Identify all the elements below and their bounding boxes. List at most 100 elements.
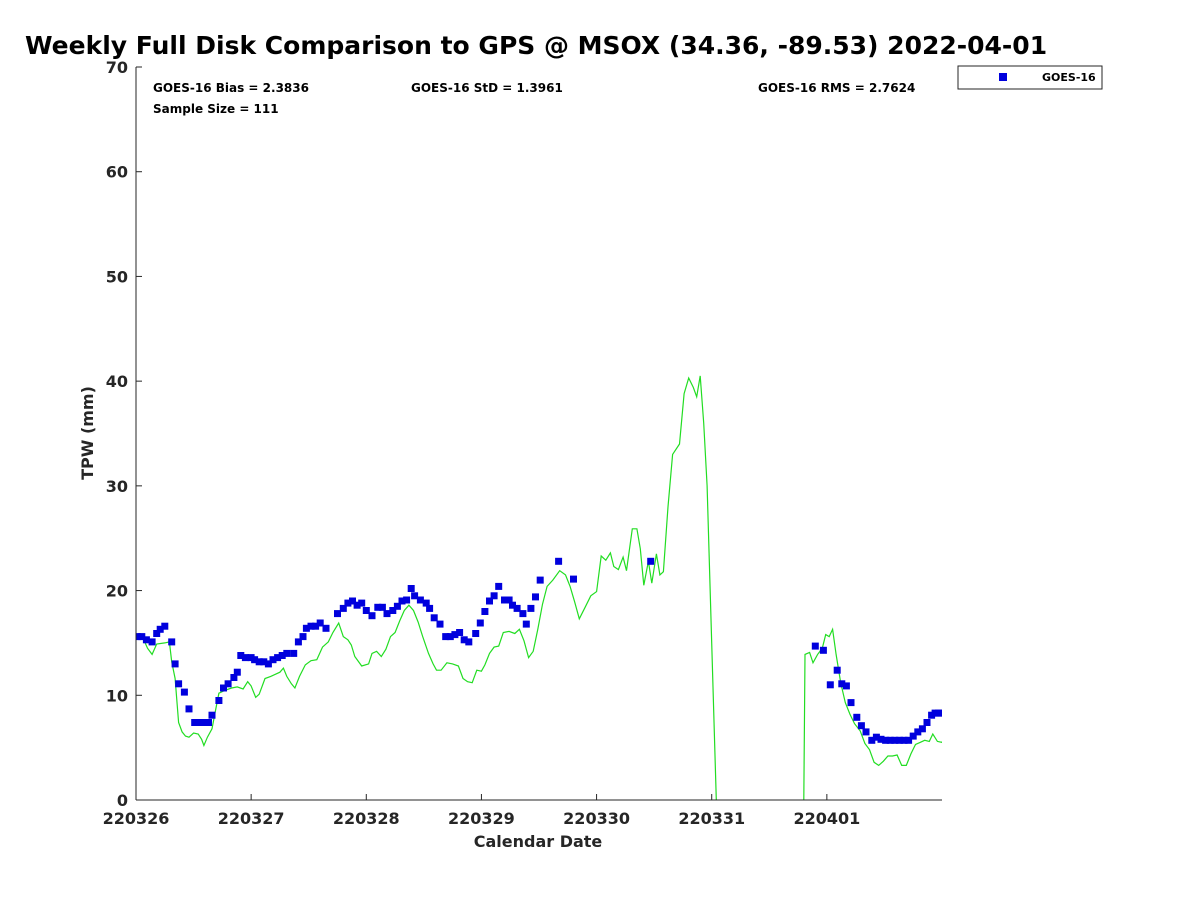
goes16-point [215, 697, 223, 704]
goes16-point [555, 557, 563, 565]
goes16-point [416, 596, 424, 604]
goes16-point [923, 719, 931, 726]
goes16-point [905, 736, 913, 744]
x-tick-label: 220401 [793, 809, 860, 828]
goes16-point [299, 633, 307, 641]
goes16-point [403, 596, 411, 604]
goes16-point [191, 719, 199, 726]
goes16-point [476, 619, 484, 627]
goes16-point [436, 620, 444, 628]
goes16-point [358, 599, 366, 607]
goes16-point [426, 604, 434, 612]
goes16-point [339, 604, 347, 612]
goes16-point [536, 576, 544, 584]
goes16-point [872, 733, 880, 741]
y-tick-label: 0 [117, 791, 128, 810]
goes16-point [900, 736, 908, 744]
goes16-point [138, 633, 146, 641]
x-tick-label: 220329 [448, 809, 515, 828]
goes16-point [868, 736, 876, 744]
goes16-point [148, 638, 156, 646]
goes16-point [205, 719, 212, 726]
goes16-point [278, 652, 286, 659]
gps-tpw-line [803, 627, 942, 800]
goes16-point [334, 610, 341, 618]
goes16-point [811, 642, 819, 650]
x-tick-label: 220328 [333, 809, 400, 828]
chart-title: Weekly Full Disk Comparison to GPS @ MSO… [25, 31, 1047, 60]
goes16-point [442, 633, 450, 641]
goes16-point [156, 625, 164, 633]
goes16-point [195, 719, 203, 726]
goes16-point [914, 728, 922, 736]
goes16-point [378, 603, 386, 611]
goes16-point [307, 622, 315, 630]
goes16-point [472, 630, 480, 637]
goes16-point [161, 622, 169, 630]
goes16-point [398, 597, 406, 605]
goes16-point [153, 630, 161, 637]
legend: GOES-16 [957, 65, 1103, 90]
std-stat: GOES-16 StD = 1.3961 [411, 81, 563, 95]
goes16-point [847, 699, 855, 707]
x-tick-label: 220327 [218, 809, 285, 828]
goes16-point [490, 592, 498, 600]
goes16-point [895, 736, 903, 744]
goes16-point [233, 668, 241, 676]
goes16-point [316, 619, 324, 627]
goes16-point [446, 633, 454, 641]
goes16-point [353, 601, 361, 609]
goes16-point [532, 593, 539, 601]
goes16-point [862, 728, 870, 736]
goes16-point [909, 732, 917, 740]
plot-background [136, 67, 942, 800]
goes16-point [264, 660, 272, 668]
goes16-point [142, 636, 150, 644]
x-tick-label: 220330 [563, 809, 630, 828]
goes16-point [819, 646, 827, 654]
legend-box [957, 65, 1103, 90]
goes16-point [185, 705, 193, 713]
y-tick-label: 50 [106, 267, 128, 286]
goes16-point [171, 660, 179, 668]
x-axis-label: Calendar Date [474, 832, 603, 851]
goes16-point [260, 658, 268, 666]
goes16-point [283, 649, 291, 657]
goes16-point [230, 674, 238, 681]
goes16-point [255, 658, 263, 666]
goes16-point [842, 682, 850, 690]
goes16-point [393, 602, 401, 610]
y-tick-label: 60 [106, 163, 128, 182]
goes16-point [322, 624, 330, 632]
goes16-point [407, 585, 415, 592]
goes16-point [422, 599, 430, 607]
goes16-point [451, 631, 459, 639]
goes16-point [175, 680, 183, 688]
goes16-point [501, 596, 508, 604]
bias-stat: GOES-16 Bias = 2.3836 [153, 81, 309, 95]
goes16-point [241, 654, 249, 662]
x-tick-label: 220331 [678, 809, 745, 828]
goes16-point [857, 722, 865, 730]
goes16-point [513, 604, 521, 612]
goes16-point [430, 614, 438, 622]
stats-annotations: GOES-16 Bias = 2.3836 GOES-16 StD = 1.39… [153, 81, 915, 116]
goes16-point [486, 597, 493, 605]
goes16-point [237, 652, 245, 659]
legend-marker [999, 73, 1007, 81]
goes16-point [838, 680, 846, 688]
goes16-point [495, 582, 503, 590]
goes16-point [505, 596, 513, 604]
goes16-point [456, 629, 464, 636]
y-ticks: 0 10 20 30 40 50 60 70 [106, 58, 142, 810]
y-tick-label: 70 [106, 58, 128, 77]
y-tick-label: 20 [106, 582, 128, 601]
goes16-point [302, 624, 310, 632]
goes16-point [886, 736, 894, 744]
y-axis-label: TPW (mm) [78, 386, 97, 480]
sample-size-stat: Sample Size = 111 [153, 102, 279, 116]
y-tick-label: 30 [106, 477, 128, 496]
goes16-point [269, 656, 277, 664]
goes16-point [853, 713, 861, 721]
